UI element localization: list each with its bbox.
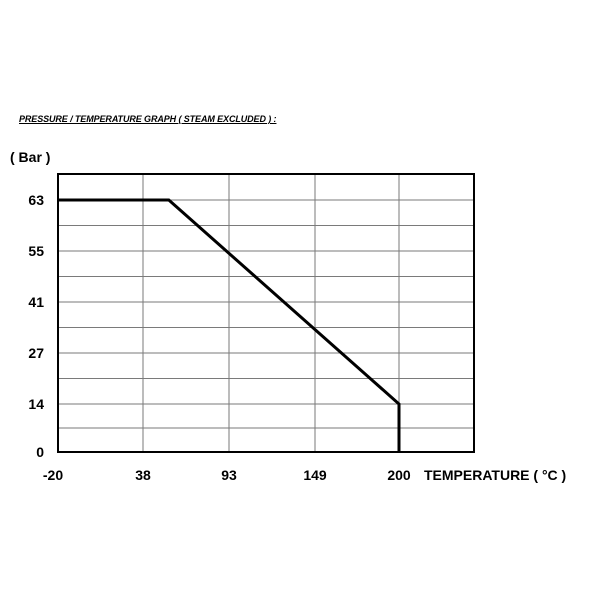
grid-lines bbox=[58, 174, 474, 452]
series-line bbox=[58, 198, 401, 452]
y-tick-label: 41 bbox=[28, 294, 44, 310]
y-tick-label: 14 bbox=[28, 396, 44, 412]
x-tick-label: -20 bbox=[43, 467, 63, 483]
x-tick-label: 200 bbox=[387, 467, 411, 483]
x-tick-labels: -20 38 93 149 200 bbox=[43, 467, 411, 483]
y-tick-label: 27 bbox=[28, 345, 44, 361]
x-tick-label: 93 bbox=[221, 467, 237, 483]
y-tick-labels: 63 55 41 27 14 0 bbox=[28, 192, 44, 460]
chart-title: PRESSURE / TEMPERATURE GRAPH ( STEAM EXC… bbox=[19, 114, 277, 124]
x-tick-label: 149 bbox=[303, 467, 327, 483]
y-axis-label: ( Bar ) bbox=[10, 149, 50, 165]
x-tick-label: 38 bbox=[135, 467, 151, 483]
y-tick-label: 0 bbox=[36, 444, 44, 460]
y-tick-label: 55 bbox=[28, 243, 44, 259]
y-tick-label: 63 bbox=[28, 192, 44, 208]
plot-frame bbox=[57, 173, 475, 453]
series-layer bbox=[58, 198, 401, 452]
x-axis-label: TEMPERATURE ( °C ) bbox=[424, 467, 566, 483]
